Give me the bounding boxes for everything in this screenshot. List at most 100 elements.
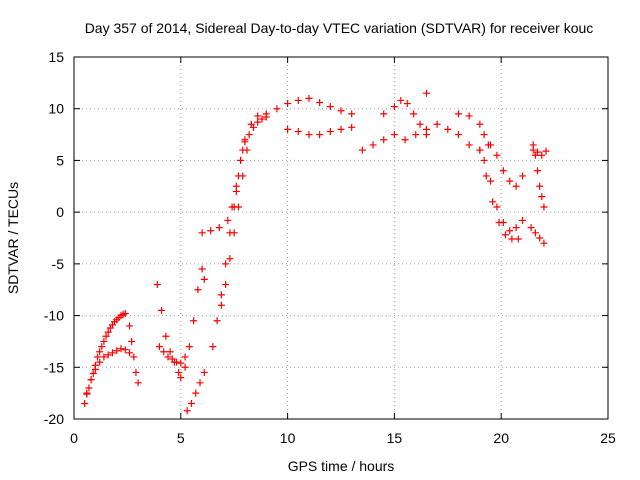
data-point bbox=[102, 332, 110, 340]
data-point bbox=[465, 112, 473, 120]
data-point bbox=[529, 146, 537, 154]
data-point bbox=[162, 332, 170, 340]
data-point bbox=[348, 110, 356, 118]
data-point bbox=[316, 99, 324, 107]
series-plateau-6 bbox=[454, 110, 492, 149]
data-point bbox=[326, 103, 334, 111]
data-point bbox=[239, 172, 247, 180]
data-point bbox=[401, 136, 409, 144]
data-point bbox=[132, 368, 140, 376]
data-point bbox=[369, 141, 377, 149]
series-plateau-4 bbox=[380, 96, 430, 139]
data-point bbox=[121, 310, 129, 318]
data-point bbox=[476, 120, 484, 128]
data-point bbox=[243, 146, 251, 154]
data-point bbox=[403, 100, 411, 108]
data-point bbox=[480, 156, 488, 164]
data-point bbox=[487, 141, 495, 149]
data-point bbox=[155, 343, 163, 351]
series-fall-1 bbox=[476, 146, 522, 243]
x-tick-label: 25 bbox=[600, 430, 616, 446]
x-tick-label: 5 bbox=[177, 430, 185, 446]
data-point bbox=[506, 227, 514, 235]
data-point bbox=[444, 125, 452, 133]
data-point bbox=[196, 379, 204, 387]
data-point bbox=[104, 328, 112, 336]
series-early-arc-1 bbox=[81, 310, 129, 407]
data-point bbox=[380, 110, 388, 118]
data-point bbox=[514, 235, 522, 243]
y-tick-label: -10 bbox=[44, 308, 64, 324]
data-point bbox=[89, 369, 97, 377]
data-point bbox=[508, 235, 516, 243]
data-point bbox=[316, 131, 324, 139]
data-point bbox=[531, 229, 539, 237]
data-point bbox=[153, 281, 161, 289]
data-point bbox=[536, 182, 544, 190]
y-tick-label: -20 bbox=[44, 411, 64, 427]
data-point bbox=[96, 348, 104, 356]
data-point bbox=[187, 399, 195, 407]
data-point bbox=[87, 376, 95, 384]
data-point bbox=[499, 218, 507, 226]
data-point bbox=[98, 343, 106, 351]
data-point bbox=[487, 177, 495, 185]
data-point bbox=[262, 110, 270, 118]
data-point bbox=[185, 343, 193, 351]
data-point bbox=[538, 193, 546, 201]
data-point bbox=[489, 198, 497, 206]
data-point bbox=[194, 286, 202, 294]
data-point bbox=[222, 281, 230, 289]
data-point bbox=[100, 353, 108, 361]
data-point bbox=[294, 96, 302, 104]
data-point bbox=[200, 368, 208, 376]
data-point bbox=[241, 136, 249, 144]
data-point bbox=[305, 94, 313, 102]
data-point bbox=[134, 379, 142, 387]
data-point bbox=[454, 110, 462, 118]
data-point bbox=[410, 110, 418, 118]
data-point bbox=[416, 120, 424, 128]
y-tick-label: 5 bbox=[56, 152, 64, 168]
data-point bbox=[390, 103, 398, 111]
data-point bbox=[126, 322, 134, 330]
data-point bbox=[209, 343, 217, 351]
data-point bbox=[512, 182, 520, 190]
x-tick-label: 0 bbox=[70, 430, 78, 446]
data-point bbox=[175, 368, 183, 376]
series-fall-2 bbox=[480, 156, 527, 235]
data-point bbox=[91, 365, 99, 373]
data-point bbox=[96, 358, 104, 366]
data-point bbox=[358, 146, 366, 154]
data-point bbox=[234, 203, 242, 211]
data-point bbox=[200, 275, 208, 283]
data-point bbox=[190, 317, 198, 325]
x-tick-label: 20 bbox=[493, 430, 509, 446]
chart-title: Day 357 of 2014, Sidereal Day-to-day VTE… bbox=[85, 20, 594, 36]
grid-lines bbox=[74, 57, 608, 419]
data-points bbox=[81, 89, 550, 415]
data-point bbox=[160, 348, 168, 356]
x-tick-label: 10 bbox=[280, 430, 296, 446]
data-point bbox=[454, 131, 462, 139]
data-point bbox=[501, 231, 509, 239]
series-early-arc-2 bbox=[83, 345, 134, 397]
data-point bbox=[181, 363, 189, 371]
data-point bbox=[232, 182, 240, 190]
data-point bbox=[493, 151, 501, 159]
axis-ticks: 0 5 10 15 20 25 -20 -15 -10 -5 0 5 10 15 bbox=[44, 49, 616, 446]
data-point bbox=[284, 125, 292, 133]
data-point bbox=[93, 353, 101, 361]
data-point bbox=[224, 216, 232, 224]
series-rise-2 bbox=[198, 112, 262, 237]
data-point bbox=[397, 96, 405, 104]
data-point bbox=[247, 120, 255, 128]
data-point bbox=[117, 345, 125, 353]
data-point bbox=[534, 148, 542, 156]
data-point bbox=[104, 351, 112, 359]
data-point bbox=[422, 89, 430, 97]
data-point bbox=[482, 172, 490, 180]
data-point bbox=[198, 229, 206, 237]
data-point bbox=[284, 100, 292, 108]
data-point bbox=[337, 125, 345, 133]
